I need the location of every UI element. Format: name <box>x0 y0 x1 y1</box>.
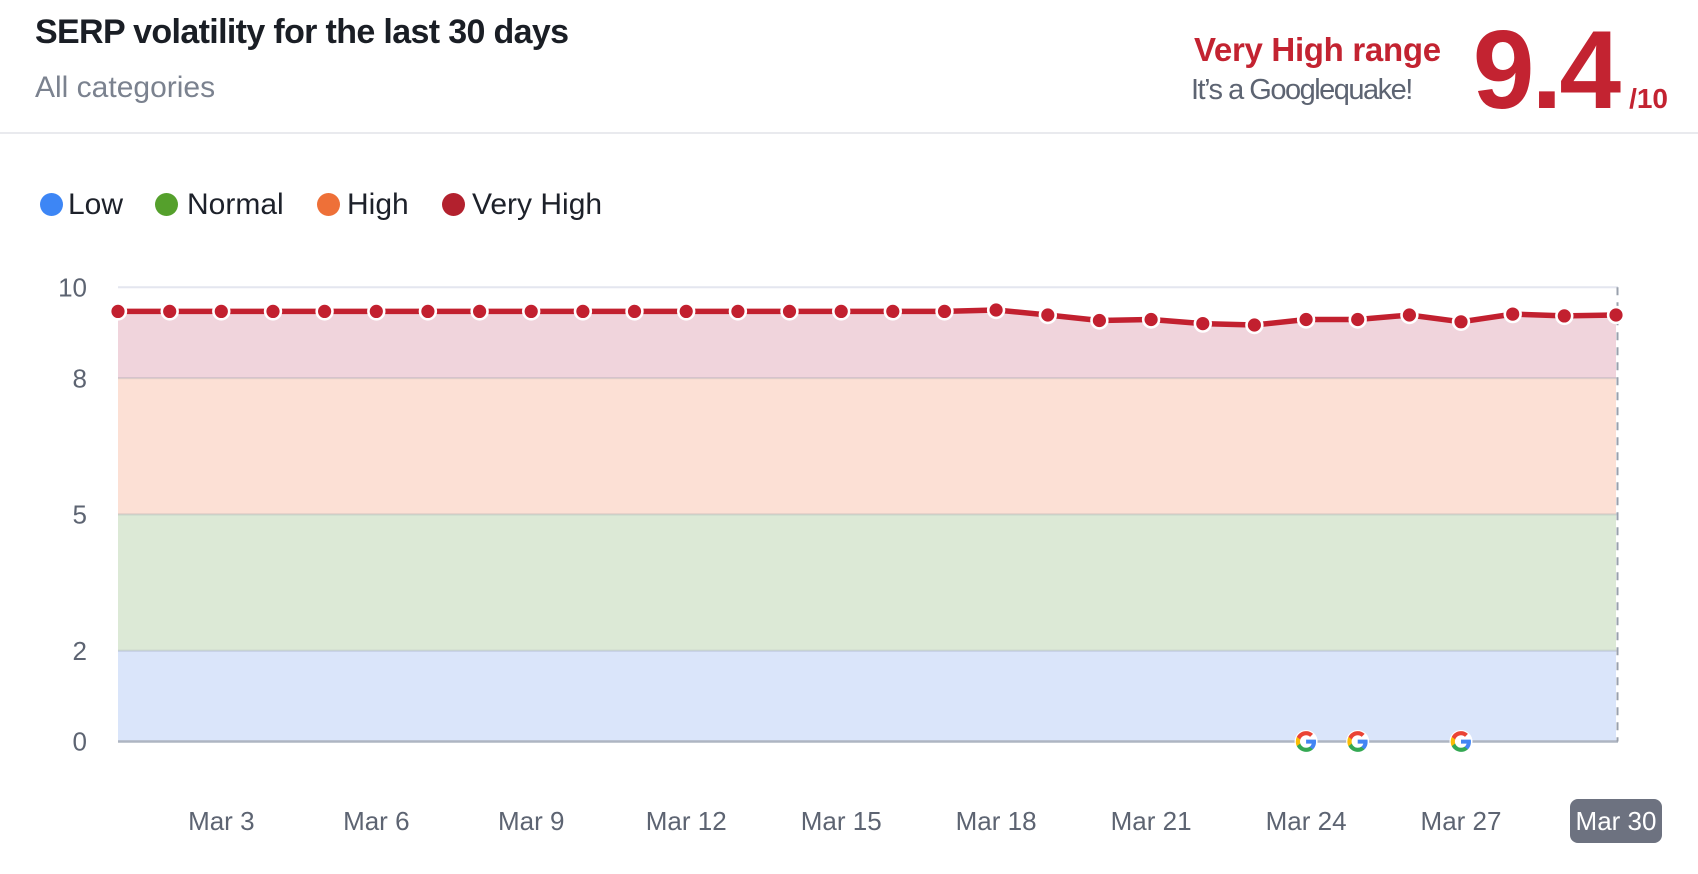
svg-text:Mar 30: Mar 30 <box>1576 806 1657 836</box>
svg-text:Mar 9: Mar 9 <box>498 806 564 836</box>
svg-text:2: 2 <box>73 636 87 666</box>
svg-text:Mar 15: Mar 15 <box>801 806 882 836</box>
svg-text:8: 8 <box>73 363 87 393</box>
svg-text:Mar 12: Mar 12 <box>646 806 727 836</box>
svg-text:0: 0 <box>73 727 87 757</box>
svg-text:5: 5 <box>73 500 87 530</box>
svg-text:Mar 27: Mar 27 <box>1421 806 1502 836</box>
svg-text:Mar 21: Mar 21 <box>1111 806 1192 836</box>
svg-text:Mar 3: Mar 3 <box>188 806 254 836</box>
svg-text:Mar 6: Mar 6 <box>343 806 409 836</box>
svg-text:Mar 18: Mar 18 <box>956 806 1037 836</box>
svg-text:Mar 24: Mar 24 <box>1266 806 1347 836</box>
svg-text:10: 10 <box>58 273 87 303</box>
